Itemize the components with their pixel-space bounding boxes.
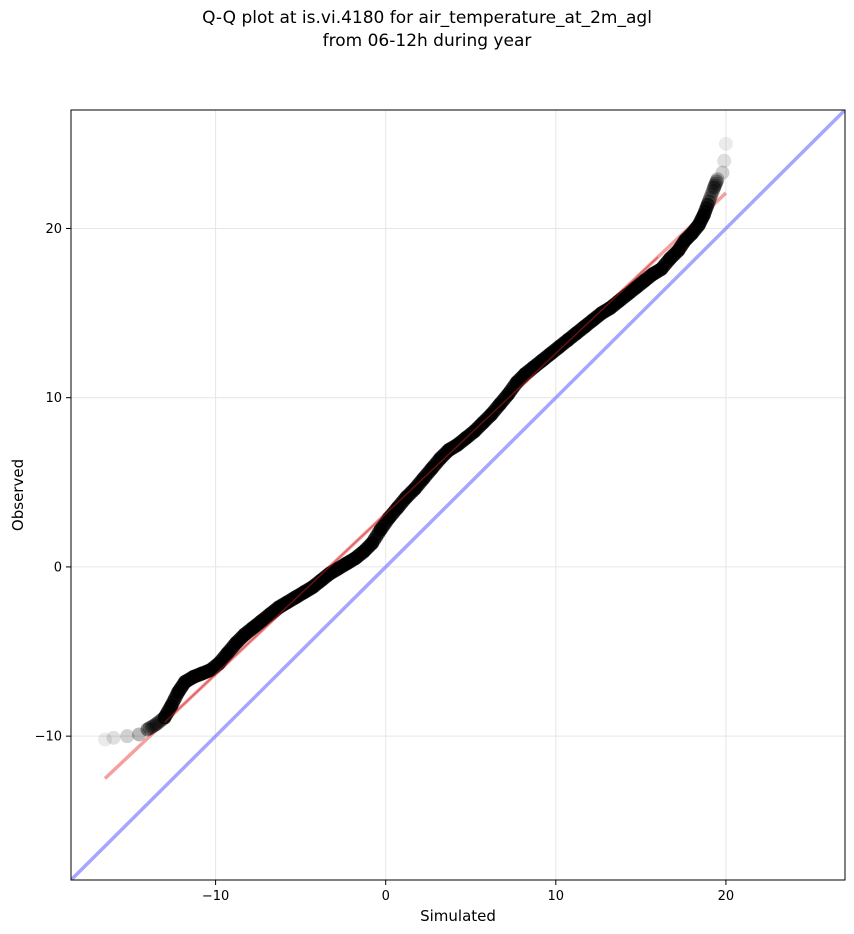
- y-tick-label: −10: [35, 730, 62, 745]
- quantile-point: [707, 178, 722, 193]
- chart-subtitle: from 06-12h during year: [322, 31, 532, 51]
- quantile-point: [708, 176, 723, 191]
- y-axis-ticks: −10 0 10 20: [35, 222, 71, 745]
- quantile-point: [704, 187, 719, 202]
- chart-title: Q-Q plot at is.vi.4180 for air_temperatu…: [202, 8, 652, 28]
- quantile-points: [98, 136, 733, 747]
- quantile-point: [710, 172, 725, 187]
- plot-frame: [70, 109, 846, 881]
- quantile-point: [146, 718, 161, 733]
- fit-line-overlay: [164, 256, 659, 723]
- quantile-point: [106, 730, 121, 745]
- quantile-point: [142, 721, 157, 736]
- quantile-point: [700, 197, 715, 212]
- quantile-point: [715, 165, 730, 180]
- one-to-one-line-group: [71, 110, 845, 880]
- x-tick-label: 20: [718, 889, 735, 904]
- quantile-point: [98, 732, 113, 747]
- one-to-one-line: [71, 110, 845, 880]
- quantile-point: [701, 194, 716, 209]
- x-axis-label: Simulated: [420, 907, 496, 925]
- x-tick-label: 10: [548, 889, 565, 904]
- quantile-point: [718, 136, 733, 151]
- x-axis-ticks: −10 0 10 20: [202, 880, 734, 904]
- quantile-point: [120, 729, 135, 744]
- quantile-point: [144, 719, 159, 734]
- quantile-point: [705, 184, 720, 199]
- quantile-point: [709, 174, 724, 189]
- y-axis-label: Observed: [9, 459, 27, 531]
- quantile-point: [140, 722, 155, 737]
- y-tick-label: 20: [45, 222, 62, 237]
- quantile-point: [132, 727, 147, 742]
- grid-lines: [71, 110, 845, 880]
- y-tick-label: 10: [45, 391, 62, 406]
- quantile-point: [703, 191, 718, 205]
- x-tick-label: −10: [202, 889, 229, 904]
- y-tick-label: 0: [54, 560, 62, 575]
- quantile-point: [707, 180, 722, 195]
- plot-area: [71, 110, 845, 880]
- quantile-point: [717, 153, 732, 168]
- x-tick-label: 0: [382, 889, 390, 904]
